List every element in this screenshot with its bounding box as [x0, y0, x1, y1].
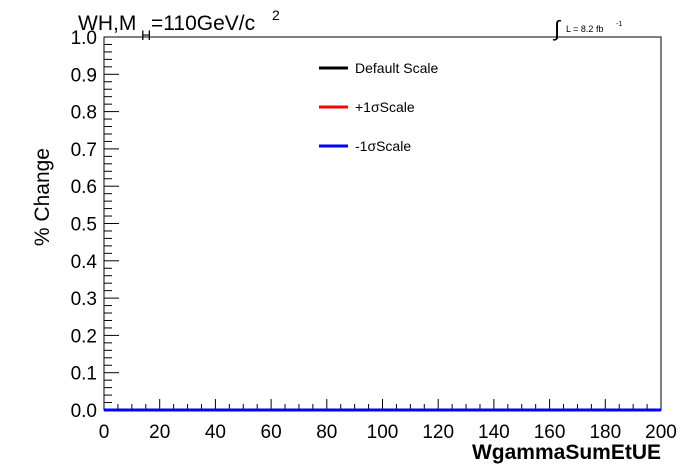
x-tick-label: 80: [316, 422, 337, 443]
x-tick-label: 120: [422, 422, 454, 443]
x-tick-label: 200: [645, 422, 677, 443]
y-axis-title: % Change: [31, 148, 54, 246]
x-axis: 0 20 40 60 80 100 120 140 160 180 200: [99, 399, 677, 443]
luminosity-label: ∫ L = 8.2 fb -1: [552, 16, 622, 41]
x-tick-label: 160: [534, 422, 566, 443]
y-tick-label: 0.7: [71, 140, 97, 161]
y-tick-label: 0.2: [71, 326, 97, 347]
x-tick-label: 60: [261, 422, 282, 443]
x-tick-label: 100: [367, 422, 399, 443]
y-axis: 0.0 0.1 0.2 0.3 0.4 0.5 0.6 0.7 0.8 0.9 1.0: [71, 28, 119, 422]
y-tick-label: 0.1: [71, 364, 97, 385]
mass-subscript: H: [141, 27, 151, 43]
legend: Default Scale +1σScale -1σScale: [319, 60, 438, 154]
mass-superscript: 2: [272, 7, 280, 23]
y-tick-label: 0.9: [71, 65, 97, 86]
y-tick-label: 1.0: [71, 28, 97, 49]
legend-label-1: +1σScale: [355, 99, 415, 115]
plot-frame: [103, 36, 662, 411]
lumi-superscript: -1: [616, 21, 622, 28]
x-tick-label: 180: [589, 422, 621, 443]
y-tick-label: 0.8: [71, 103, 97, 124]
lumi-text: L = 8.2 fb: [566, 24, 603, 34]
integral-icon: ∫: [552, 16, 562, 41]
y-tick-label: 0.6: [71, 177, 97, 198]
x-tick-label: 0: [99, 422, 110, 443]
process-label: WH,M: [78, 12, 136, 35]
x-tick-label: 40: [205, 422, 226, 443]
x-axis-title: WgammaSumEtUE: [472, 441, 661, 464]
x-tick-label: 20: [149, 422, 170, 443]
y-tick-label: 0.3: [71, 289, 97, 310]
legend-label-2: -1σScale: [355, 138, 411, 154]
process-header: WH,M H =110GeV/c 2: [78, 7, 280, 43]
y-tick-label: 0.0: [71, 401, 97, 422]
x-tick-label: 140: [478, 422, 510, 443]
mass-value: =110GeV/c: [151, 12, 255, 35]
legend-label-0: Default Scale: [355, 60, 438, 76]
y-tick-label: 0.4: [71, 252, 98, 273]
y-tick-label: 0.5: [71, 215, 97, 236]
